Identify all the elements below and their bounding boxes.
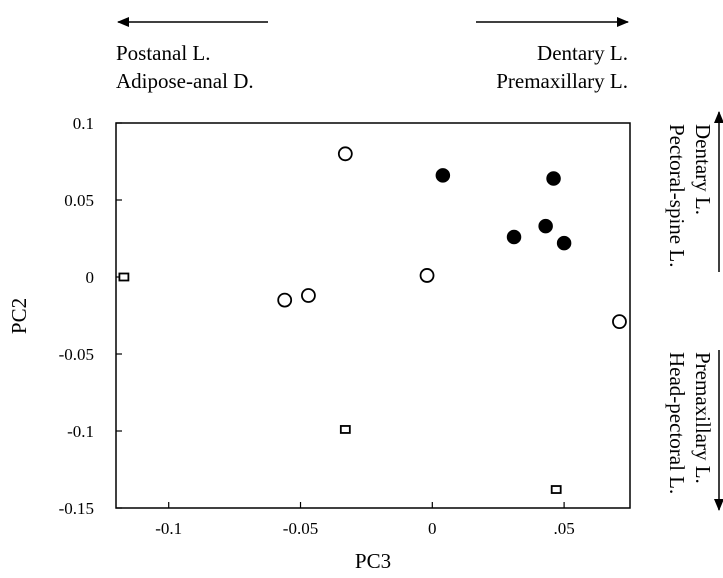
filled-circle-point (538, 218, 553, 234)
top-right-annotation-line1: Dentary L. (537, 41, 628, 65)
right-lower-annotation-line2: Head-pectoral L. (665, 352, 689, 494)
y-tick-label: -0.05 (59, 345, 94, 364)
filled-circle-point (506, 229, 522, 245)
open-square-point (339, 425, 351, 434)
x-tick-label: 0 (428, 519, 437, 538)
filled-circle-point (546, 171, 561, 186)
filled-circle-point (556, 235, 572, 251)
y-tick-label: -0.15 (59, 499, 94, 518)
top-left-annotation-line2: Adipose-anal D. (116, 69, 254, 93)
open-circle-point (337, 146, 353, 162)
right-upper-annotation-line1: Dentary L. (691, 124, 715, 215)
open-circle-point (277, 292, 293, 308)
open-square-point (118, 272, 130, 282)
y-tick-label: 0 (86, 268, 95, 287)
top-right-annotation-line2: Premaxillary L. (496, 69, 628, 93)
open-circle-point (301, 288, 316, 303)
y-axis-label: PC2 (7, 298, 31, 334)
x-axis-label: PC3 (355, 549, 391, 573)
y-tick-label: 0.05 (64, 191, 94, 210)
x-tick-label: .05 (553, 519, 574, 538)
right-upper-annotation-line2: Pectoral-spine L. (665, 124, 689, 267)
right-lower-annotation-line1: Premaxillary L. (691, 352, 715, 484)
x-tick-label: -0.05 (283, 519, 318, 538)
x-tick-label: -0.1 (155, 519, 182, 538)
filled-circle-point (435, 168, 451, 183)
open-circle-point (419, 268, 435, 283)
plot-area-frame (115, 122, 631, 509)
open-square-point (550, 485, 562, 494)
open-circle-point (612, 314, 627, 330)
top-left-annotation-line1: Postanal L. (116, 41, 211, 65)
y-tick-label: -0.1 (67, 422, 94, 441)
y-tick-label: 0.1 (73, 114, 94, 133)
